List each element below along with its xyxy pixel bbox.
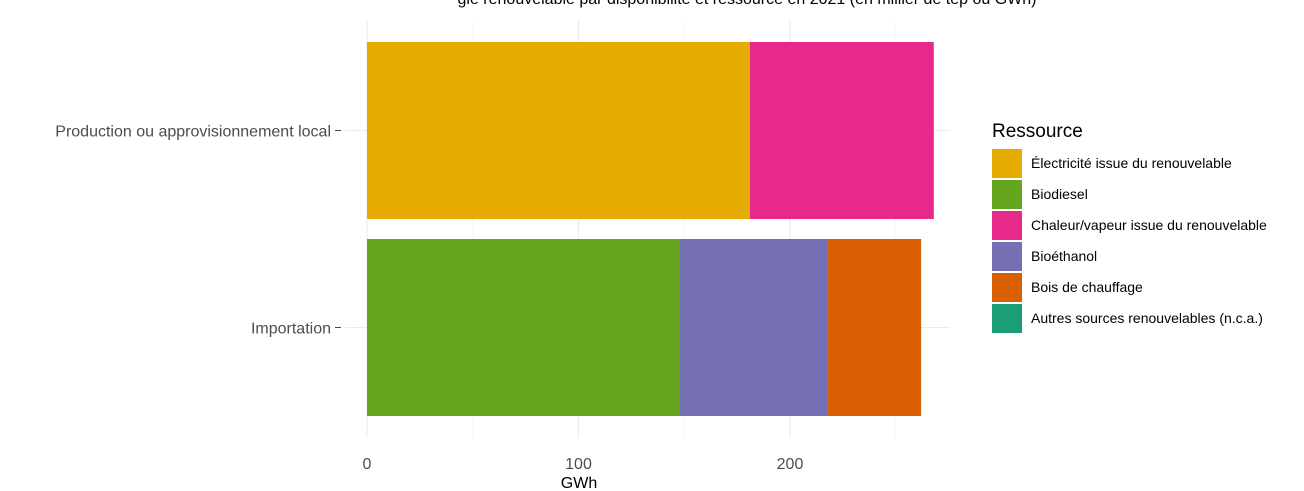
legend-label: Électricité issue du renouvelable: [1031, 155, 1232, 171]
legend-key: [992, 211, 1022, 240]
bar-segment: [828, 239, 922, 416]
legend-key: [992, 304, 1022, 333]
chart-title: gie renouvelable par disponibilité et re…: [458, 0, 1037, 8]
legend-title: Ressource: [992, 121, 1083, 142]
legend-label: Bioéthanol: [1031, 248, 1097, 264]
legend-key: [992, 273, 1022, 302]
category-labels: Production ou approvisionnement local Imp…: [55, 124, 341, 338]
legend-key: [992, 149, 1022, 178]
category-label: Importation: [251, 321, 331, 338]
x-axis-title: GWh: [561, 475, 597, 491]
bar-segment: [680, 239, 829, 416]
legend-key: [992, 180, 1022, 209]
legend-label: Autres sources renouvelables (n.c.a.): [1031, 310, 1263, 326]
x-tick-label: 0: [363, 456, 372, 473]
bar-segment: [367, 239, 681, 416]
x-axis-ticks: 0 100 200: [363, 456, 804, 473]
bar-segment: [367, 42, 750, 219]
bars: [367, 42, 934, 416]
legend-label: Bois de chauffage: [1031, 279, 1143, 295]
x-tick-label: 100: [565, 456, 592, 473]
bar-segment: [749, 42, 934, 219]
x-tick-label: 200: [777, 456, 804, 473]
legend-key: [992, 242, 1022, 271]
legend: Ressource Électricité issue du renouvela…: [992, 121, 1267, 333]
legend-label: Biodiesel: [1031, 186, 1088, 202]
category-label: Production ou approvisionnement local: [55, 124, 331, 141]
legend-label: Chaleur/vapeur issue du renouvelable: [1031, 217, 1267, 233]
